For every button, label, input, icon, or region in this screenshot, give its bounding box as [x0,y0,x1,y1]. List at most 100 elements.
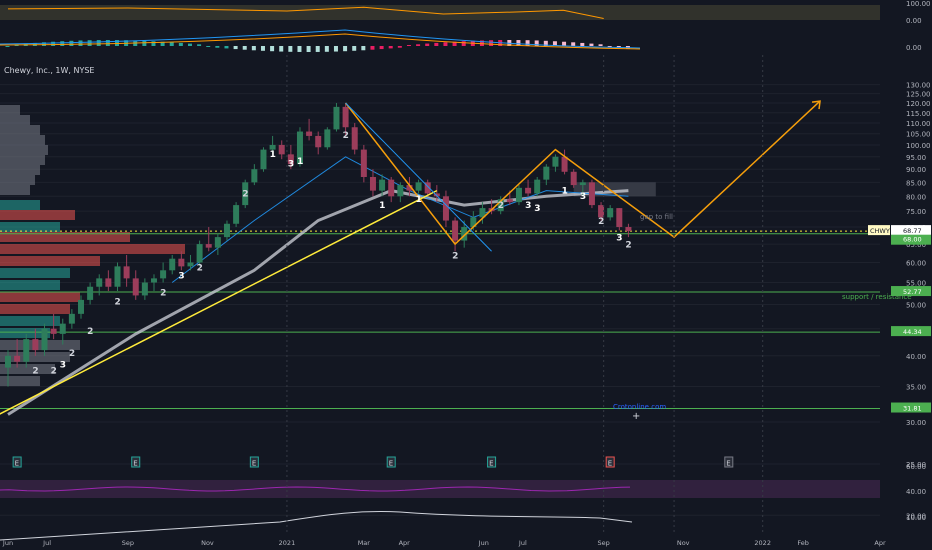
candle-body [296,131,303,165]
candle-body [479,208,486,218]
price-axis-label: 130.00 [906,82,931,90]
volume-profile-bar [0,376,40,386]
time-axis-label: 2022 [754,539,771,547]
rsi-panel [0,480,880,498]
histogram-bar [142,40,147,46]
histogram-oscillator-panel [0,29,641,52]
candle-body [242,182,249,206]
histogram-bar [516,40,521,46]
td-count-label: 2 [69,349,75,359]
histogram-bar [251,46,256,51]
price-axis-label: 115.00 [906,110,931,118]
volume-profile-bar [0,115,30,125]
candle-body [32,339,39,351]
candle-body [333,106,340,130]
histogram-bar [616,46,621,48]
histogram-bar [215,46,220,48]
histogram-bar [534,40,539,46]
candle-body [150,278,157,283]
candle-body [96,278,103,287]
candle-body [205,244,212,248]
lower-panel [0,510,633,541]
time-axis-label: Sep [598,539,610,547]
price-axis-label: 125.00 [906,91,931,99]
volume-profile-bar [0,280,60,290]
volume-profile-bar [0,244,185,254]
histogram-bar [324,46,329,52]
volume-profile-bar [0,304,70,314]
histogram-bar [105,40,110,46]
histogram-bar [388,46,393,49]
candle-body [59,323,66,334]
histogram-bar [178,42,183,46]
td-count-label: 1 [379,201,385,211]
candle-body [515,187,522,203]
histogram-bar [397,46,402,48]
earnings-marker: E [608,460,612,468]
time-axis-label: Nov [201,539,214,547]
td-count-label: 2 [598,217,604,227]
time-axis-label: Feb [797,539,809,547]
td-count-label: 2 [242,189,248,199]
support-resistance-label: support / resistance [842,293,912,301]
price-axis-label: 40.00 [906,353,926,361]
histogram-bar [489,40,494,46]
candle-body [397,185,404,197]
time-axis-label: Apr [399,539,411,547]
candle-body [214,237,221,248]
lower-axis-label: 10.00 [906,514,926,522]
volume-profile-bar [0,155,45,165]
gap-label: gap to fill [640,213,673,221]
earnings-marker: E [252,460,256,468]
candle-body [87,286,94,300]
candle-body [233,205,240,224]
candle-body [616,208,623,228]
top-panel-band [0,5,880,20]
top-axis-label: 0.00 [906,17,922,25]
candle-body [342,106,349,128]
candle-body [5,355,11,368]
histogram-bar [525,40,530,46]
histogram-bar [352,46,357,51]
volume-profile [0,105,185,386]
candle-body [50,328,57,334]
td-count-label: 3 [288,160,294,170]
price-axis-label: 95.00 [906,154,926,162]
top-osc-line [7,6,604,19]
price-axis-label: 20.00 [906,512,926,520]
downtrend-line [345,102,492,252]
candle-body [588,182,595,206]
rsi-band [0,480,880,498]
histogram-bar [452,41,457,46]
candle-body [141,282,148,296]
histogram-bar [571,42,576,46]
candle-body [169,258,176,271]
time-axis-label: Jul [42,539,51,547]
candle-body [14,355,21,362]
volume-profile-bar [0,145,48,155]
candle-body [543,166,550,180]
earnings-marker: E [726,460,730,468]
candle-body [77,299,84,314]
histogram-bar [580,42,585,46]
histogram-signal-line [0,29,641,49]
histogram-bar [169,42,174,46]
price-axis-label: 105.00 [906,131,931,139]
candle-body [369,176,376,191]
top-axis-label: 100.00 [906,0,931,8]
earnings-marker: E [489,460,493,468]
histogram-bar [443,42,448,46]
time-axis-label: Jun [2,539,13,547]
candle-body [625,227,632,232]
price-tag-label: 44.34 [903,328,922,336]
volume-profile-bar [0,268,70,278]
histogram-bar [333,46,338,52]
earnings-marker-box [487,456,497,468]
earnings-marker-box [131,456,141,468]
histogram-bar [78,40,83,46]
candle-body [196,244,203,263]
td-count-label: 2 [32,367,38,377]
earnings-marker-box [605,456,615,468]
earnings-marker: E [389,460,393,468]
